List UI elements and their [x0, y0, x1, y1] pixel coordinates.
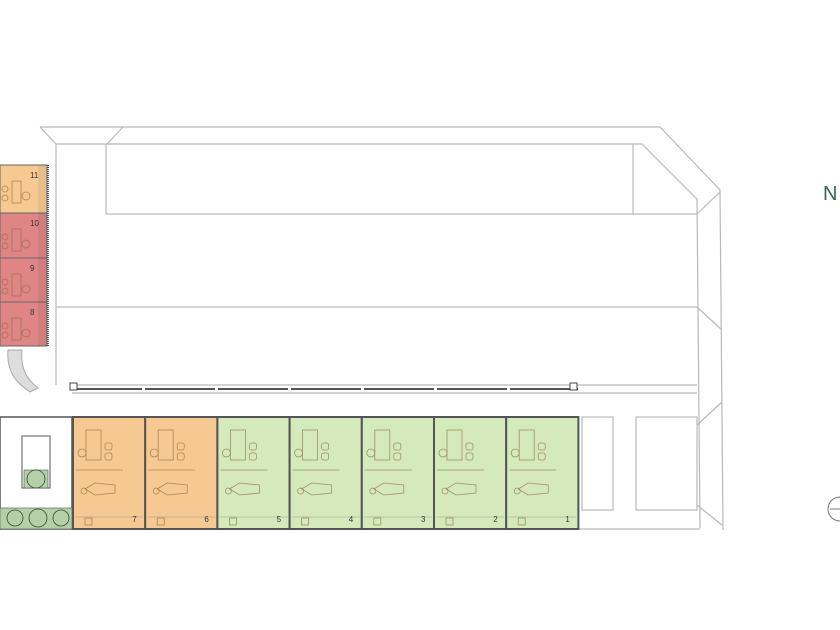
- room-number: 6: [204, 515, 209, 524]
- room-number: 8: [30, 308, 35, 317]
- building-outline: [39, 126, 724, 531]
- room-11[interactable]: 11: [0, 164, 48, 214]
- room-4[interactable]: 4: [288, 416, 363, 530]
- room-number: 7: [132, 515, 137, 524]
- escape-ramp: [7, 349, 39, 393]
- dental-chair-icon: [509, 429, 557, 526]
- dental-chair-icon: [292, 429, 340, 526]
- north-arrow-label: N: [823, 183, 837, 205]
- room-9[interactable]: 9: [0, 257, 48, 303]
- room-8[interactable]: 8: [0, 301, 48, 347]
- desk-icon: [1, 273, 31, 297]
- dental-chair-icon: [148, 429, 196, 526]
- stair-core: [0, 416, 73, 530]
- room-2[interactable]: 2: [433, 416, 508, 530]
- room-number: 3: [421, 515, 426, 524]
- room-7[interactable]: 7: [72, 416, 147, 530]
- room-10[interactable]: 10: [0, 212, 48, 259]
- dental-chair-icon: [437, 429, 484, 526]
- room-1[interactable]: 1: [505, 416, 580, 530]
- room-number: 11: [30, 171, 39, 180]
- desk-icon: [1, 228, 31, 252]
- room-6[interactable]: 6: [144, 416, 219, 530]
- room-number: 4: [349, 515, 354, 524]
- desk-icon: [1, 317, 31, 341]
- left-room-column: 11 10 9 8: [0, 164, 49, 347]
- bottom-room-row: 7 6 5 4 3 2 1: [72, 416, 580, 530]
- north-arrow-icon: [827, 496, 840, 522]
- dental-chair-icon: [76, 429, 123, 526]
- room-3[interactable]: 3: [360, 416, 435, 530]
- room-number: 1: [565, 515, 570, 524]
- room-number: 10: [30, 219, 39, 228]
- room-number: 9: [30, 264, 35, 273]
- dental-chair-icon: [364, 429, 412, 526]
- ventilation-fan-icon: [6, 469, 70, 528]
- room-number: 5: [277, 515, 282, 524]
- room-number: 2: [493, 515, 498, 524]
- dental-chair-icon: [220, 429, 268, 526]
- room-5[interactable]: 5: [216, 416, 291, 530]
- desk-icon: [1, 180, 31, 204]
